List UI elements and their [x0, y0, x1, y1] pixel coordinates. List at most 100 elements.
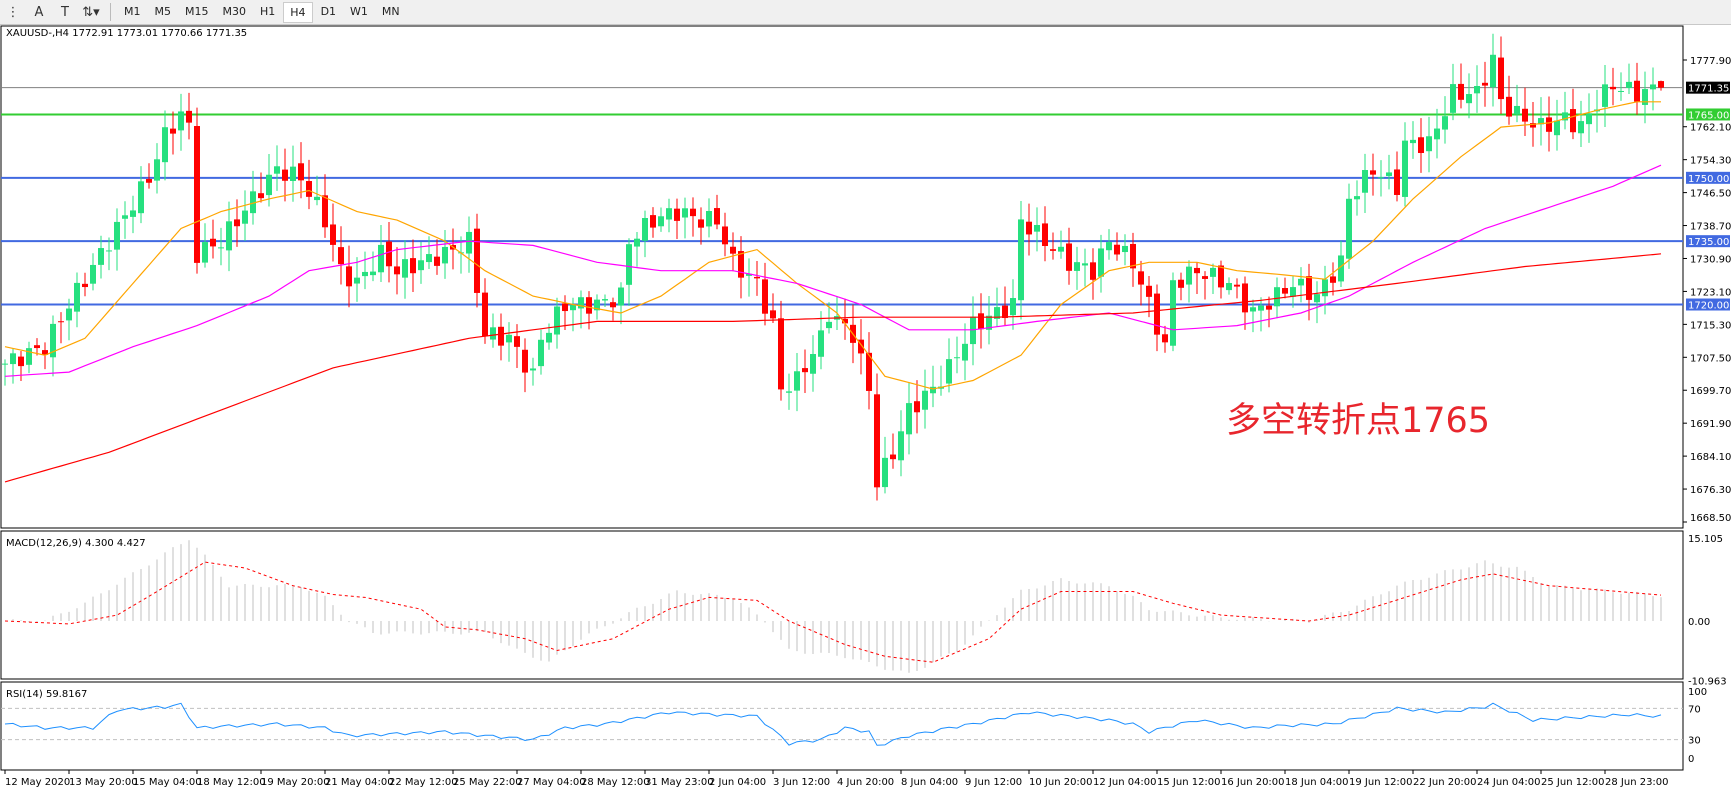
candle — [874, 373, 880, 501]
timeframe-m15[interactable]: M15 — [185, 4, 209, 18]
text-label-icon[interactable]: T — [61, 4, 69, 20]
price-tick-label: 1723.10 — [1690, 287, 1731, 298]
timeframe-m30[interactable]: M30 — [222, 4, 247, 18]
candle-body — [634, 238, 640, 247]
candle-body — [18, 356, 24, 367]
candle-body — [34, 345, 40, 349]
candle — [970, 296, 976, 366]
level-tag-1771.35 — [1686, 81, 1730, 94]
candle — [754, 260, 760, 296]
candle — [74, 272, 80, 328]
candle-body — [1442, 116, 1448, 130]
candle — [1306, 263, 1312, 321]
candle-body — [394, 266, 400, 275]
timeframe-d1[interactable]: D1 — [320, 4, 337, 18]
candle — [978, 293, 984, 349]
candle-body — [106, 250, 112, 252]
candle — [746, 258, 752, 297]
candle — [34, 338, 40, 356]
candle-body — [1418, 137, 1424, 154]
candle-body — [946, 359, 952, 384]
time-tick-label: 25 Jun 12:00 — [1541, 777, 1605, 788]
time-tick-label: 31 May 23:00 — [645, 777, 714, 788]
price-pane-frame — [0, 25, 1684, 529]
candle-body — [802, 368, 808, 373]
candle-body — [1426, 136, 1432, 152]
candle — [1514, 84, 1520, 123]
candle-body — [1178, 279, 1184, 288]
candle-body — [194, 126, 200, 263]
chart-area[interactable]: 1777.90 1762.10 1754.30 1746.50 1738.70 1730.… — [0, 25, 1731, 793]
timeframe-m1[interactable]: M1 — [124, 4, 141, 18]
candle-body — [1370, 170, 1376, 175]
rsi-pane-frame — [0, 681, 1684, 771]
candle-body — [658, 216, 664, 227]
candle — [1442, 96, 1448, 144]
candle — [1586, 93, 1592, 143]
candle-body — [42, 350, 48, 355]
candle-body — [434, 256, 440, 266]
candle — [18, 350, 24, 382]
candle-body — [178, 111, 184, 131]
candle — [1162, 325, 1168, 353]
candle-body — [530, 368, 536, 371]
timeframe-m5[interactable]: M5 — [154, 4, 172, 18]
candle — [658, 207, 664, 232]
candle — [618, 282, 624, 325]
candle — [426, 236, 432, 269]
candle-body — [1354, 196, 1360, 200]
fibonacci-fan-icon[interactable]: ⋮ — [6, 4, 20, 20]
candle-body — [1002, 305, 1008, 319]
candle-body — [506, 334, 512, 343]
candle-body — [1586, 113, 1592, 125]
price-tick-label: 1730.90 — [1690, 254, 1731, 265]
candle-body — [1306, 276, 1312, 300]
candle — [938, 365, 944, 396]
candle-body — [274, 166, 280, 174]
moving-average-line-2 — [4, 253, 1662, 483]
timeframe-h4[interactable]: H4 — [283, 1, 313, 23]
candle-body — [778, 318, 784, 390]
candle — [1058, 230, 1064, 259]
time-tick-label: 15 May 04:00 — [133, 777, 202, 788]
candle-body — [698, 219, 704, 228]
candle — [106, 237, 112, 271]
candle-body — [1522, 108, 1528, 122]
candle — [698, 207, 704, 245]
timeframe-w1[interactable]: W1 — [350, 4, 368, 18]
time-tick-label: 3 Jun 12:00 — [773, 777, 830, 788]
text-icon[interactable]: A — [34, 4, 44, 20]
candle-body — [762, 279, 768, 314]
candle-body — [1394, 169, 1400, 195]
candle — [794, 353, 800, 412]
candle-body — [1610, 86, 1616, 90]
candle — [282, 148, 288, 202]
candle — [498, 313, 504, 361]
candle-body — [1402, 140, 1408, 197]
arrows-icon[interactable]: ⇅▾ — [82, 4, 100, 20]
candle — [402, 240, 408, 299]
chart-canvas[interactable]: 1777.90 1762.10 1754.30 1746.50 1738.70 1730.… — [0, 25, 1731, 793]
level-tag-label: 1750.00 — [1688, 174, 1729, 185]
candle — [10, 348, 16, 384]
candle-body — [914, 401, 920, 413]
candle — [1362, 153, 1368, 213]
candle — [730, 232, 736, 272]
candle-body — [1458, 83, 1464, 100]
candle-body — [746, 273, 752, 276]
candle — [674, 198, 680, 240]
candle-body — [578, 297, 584, 309]
candle-body — [218, 247, 224, 249]
timeframe-mn[interactable]: MN — [381, 4, 400, 18]
candle — [898, 410, 904, 477]
candle-body — [170, 128, 176, 134]
candle — [1034, 207, 1040, 252]
timeframe-h1[interactable]: H1 — [260, 4, 276, 18]
candle — [1346, 183, 1352, 269]
candle — [1458, 63, 1464, 109]
candle — [538, 329, 544, 375]
candle — [906, 381, 912, 455]
candle — [1474, 65, 1480, 113]
candle — [1354, 180, 1360, 216]
candle-body — [1578, 121, 1584, 134]
